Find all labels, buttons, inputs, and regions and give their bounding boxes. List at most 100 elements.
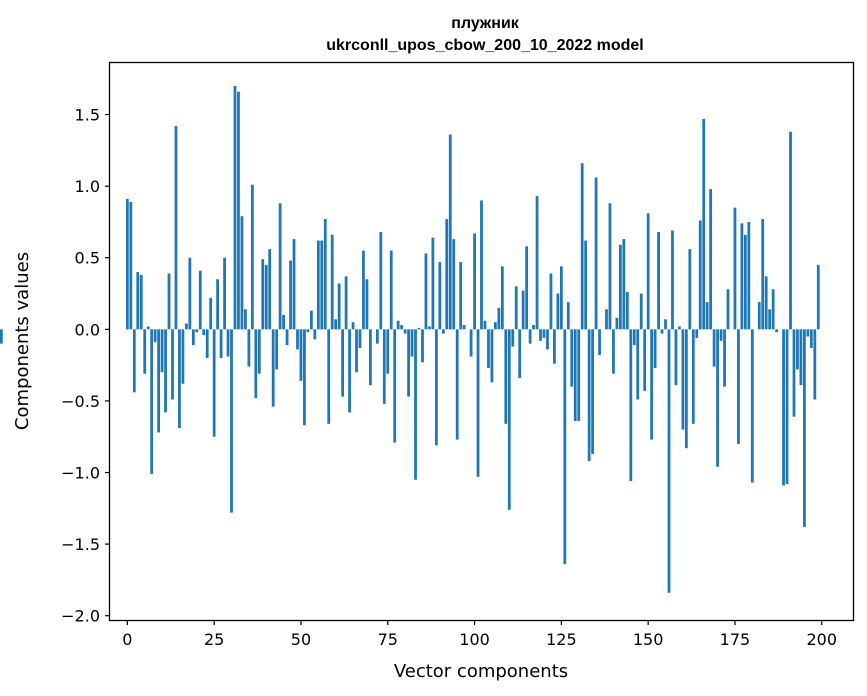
bar	[702, 118, 706, 330]
bar	[268, 249, 272, 330]
bar	[219, 329, 223, 358]
bar	[598, 329, 601, 356]
bar	[580, 163, 584, 330]
bar	[473, 233, 476, 330]
bar	[726, 289, 730, 330]
bar	[226, 329, 230, 357]
bar	[212, 329, 216, 437]
bar	[528, 329, 532, 344]
bar	[490, 329, 494, 383]
bar	[282, 315, 285, 330]
bar	[459, 262, 463, 330]
bar	[240, 216, 244, 330]
bar	[559, 266, 563, 330]
bar	[500, 266, 504, 330]
bar	[789, 131, 792, 330]
x-tick-label: 0	[122, 630, 132, 649]
bar	[153, 329, 157, 343]
bar	[643, 329, 647, 391]
bar	[334, 319, 338, 330]
bar	[244, 309, 247, 330]
bar	[289, 260, 292, 330]
bar	[393, 329, 397, 443]
bar	[157, 329, 160, 433]
bar	[181, 329, 185, 384]
bar	[136, 272, 140, 330]
chart-subtitle: ukrconll_upos_cbow_200_10_2022 model	[326, 37, 643, 54]
bar	[264, 264, 268, 330]
bar	[164, 329, 167, 413]
bar	[612, 329, 615, 374]
bar	[344, 276, 348, 330]
bar	[455, 329, 459, 440]
y-tick-label: −1.0	[61, 464, 100, 483]
bar	[761, 219, 765, 330]
bars-group	[0, 85, 820, 593]
bar	[452, 239, 456, 330]
bar	[733, 207, 737, 330]
bar	[355, 329, 358, 373]
bar	[587, 329, 591, 462]
bar	[230, 329, 233, 513]
bar	[303, 329, 306, 426]
bar	[737, 329, 740, 444]
bar	[563, 329, 567, 565]
bar	[660, 329, 664, 334]
bar	[379, 231, 383, 330]
bar	[757, 302, 761, 330]
bar	[573, 329, 577, 421]
bar	[306, 329, 310, 333]
bar	[806, 329, 810, 337]
bar	[462, 325, 466, 330]
bar	[553, 329, 556, 364]
bar	[782, 329, 785, 486]
bar	[205, 329, 209, 358]
x-tick-label: 25	[204, 630, 224, 649]
bar	[139, 274, 143, 330]
bar	[650, 329, 654, 440]
bar	[184, 323, 188, 330]
bar	[695, 329, 699, 338]
bar	[125, 199, 129, 330]
bar	[584, 240, 588, 330]
bar	[174, 126, 178, 330]
bar	[657, 231, 660, 330]
bar	[716, 329, 719, 467]
y-tick-label: −1.5	[61, 535, 100, 554]
bar	[566, 302, 570, 330]
bar	[792, 329, 796, 417]
bar	[316, 240, 320, 330]
bar	[570, 329, 574, 387]
bar	[292, 239, 296, 330]
bar	[362, 250, 365, 330]
bar	[434, 329, 438, 446]
y-tick-label: −2.0	[61, 607, 100, 626]
bar	[691, 329, 695, 424]
bar	[646, 213, 650, 330]
bar	[327, 329, 331, 424]
bar	[494, 322, 497, 330]
bar	[382, 329, 386, 404]
bar	[507, 329, 511, 510]
bar	[615, 317, 619, 330]
x-tick-label: 50	[291, 630, 311, 649]
bar	[667, 329, 671, 593]
bar	[296, 329, 299, 350]
bar	[688, 249, 692, 330]
bar	[299, 329, 303, 381]
bar	[428, 326, 431, 330]
chart-title: плужник	[451, 15, 520, 32]
bar	[809, 329, 813, 348]
y-tick-label: 1.0	[75, 177, 100, 196]
bar	[785, 329, 789, 484]
bar	[445, 219, 449, 330]
bar	[532, 325, 535, 330]
bar	[160, 329, 164, 373]
bar	[375, 329, 379, 344]
bar	[313, 329, 317, 340]
bar	[209, 297, 213, 330]
bar	[386, 329, 390, 374]
bar	[740, 223, 744, 330]
bar	[681, 329, 685, 430]
bar	[216, 279, 220, 330]
